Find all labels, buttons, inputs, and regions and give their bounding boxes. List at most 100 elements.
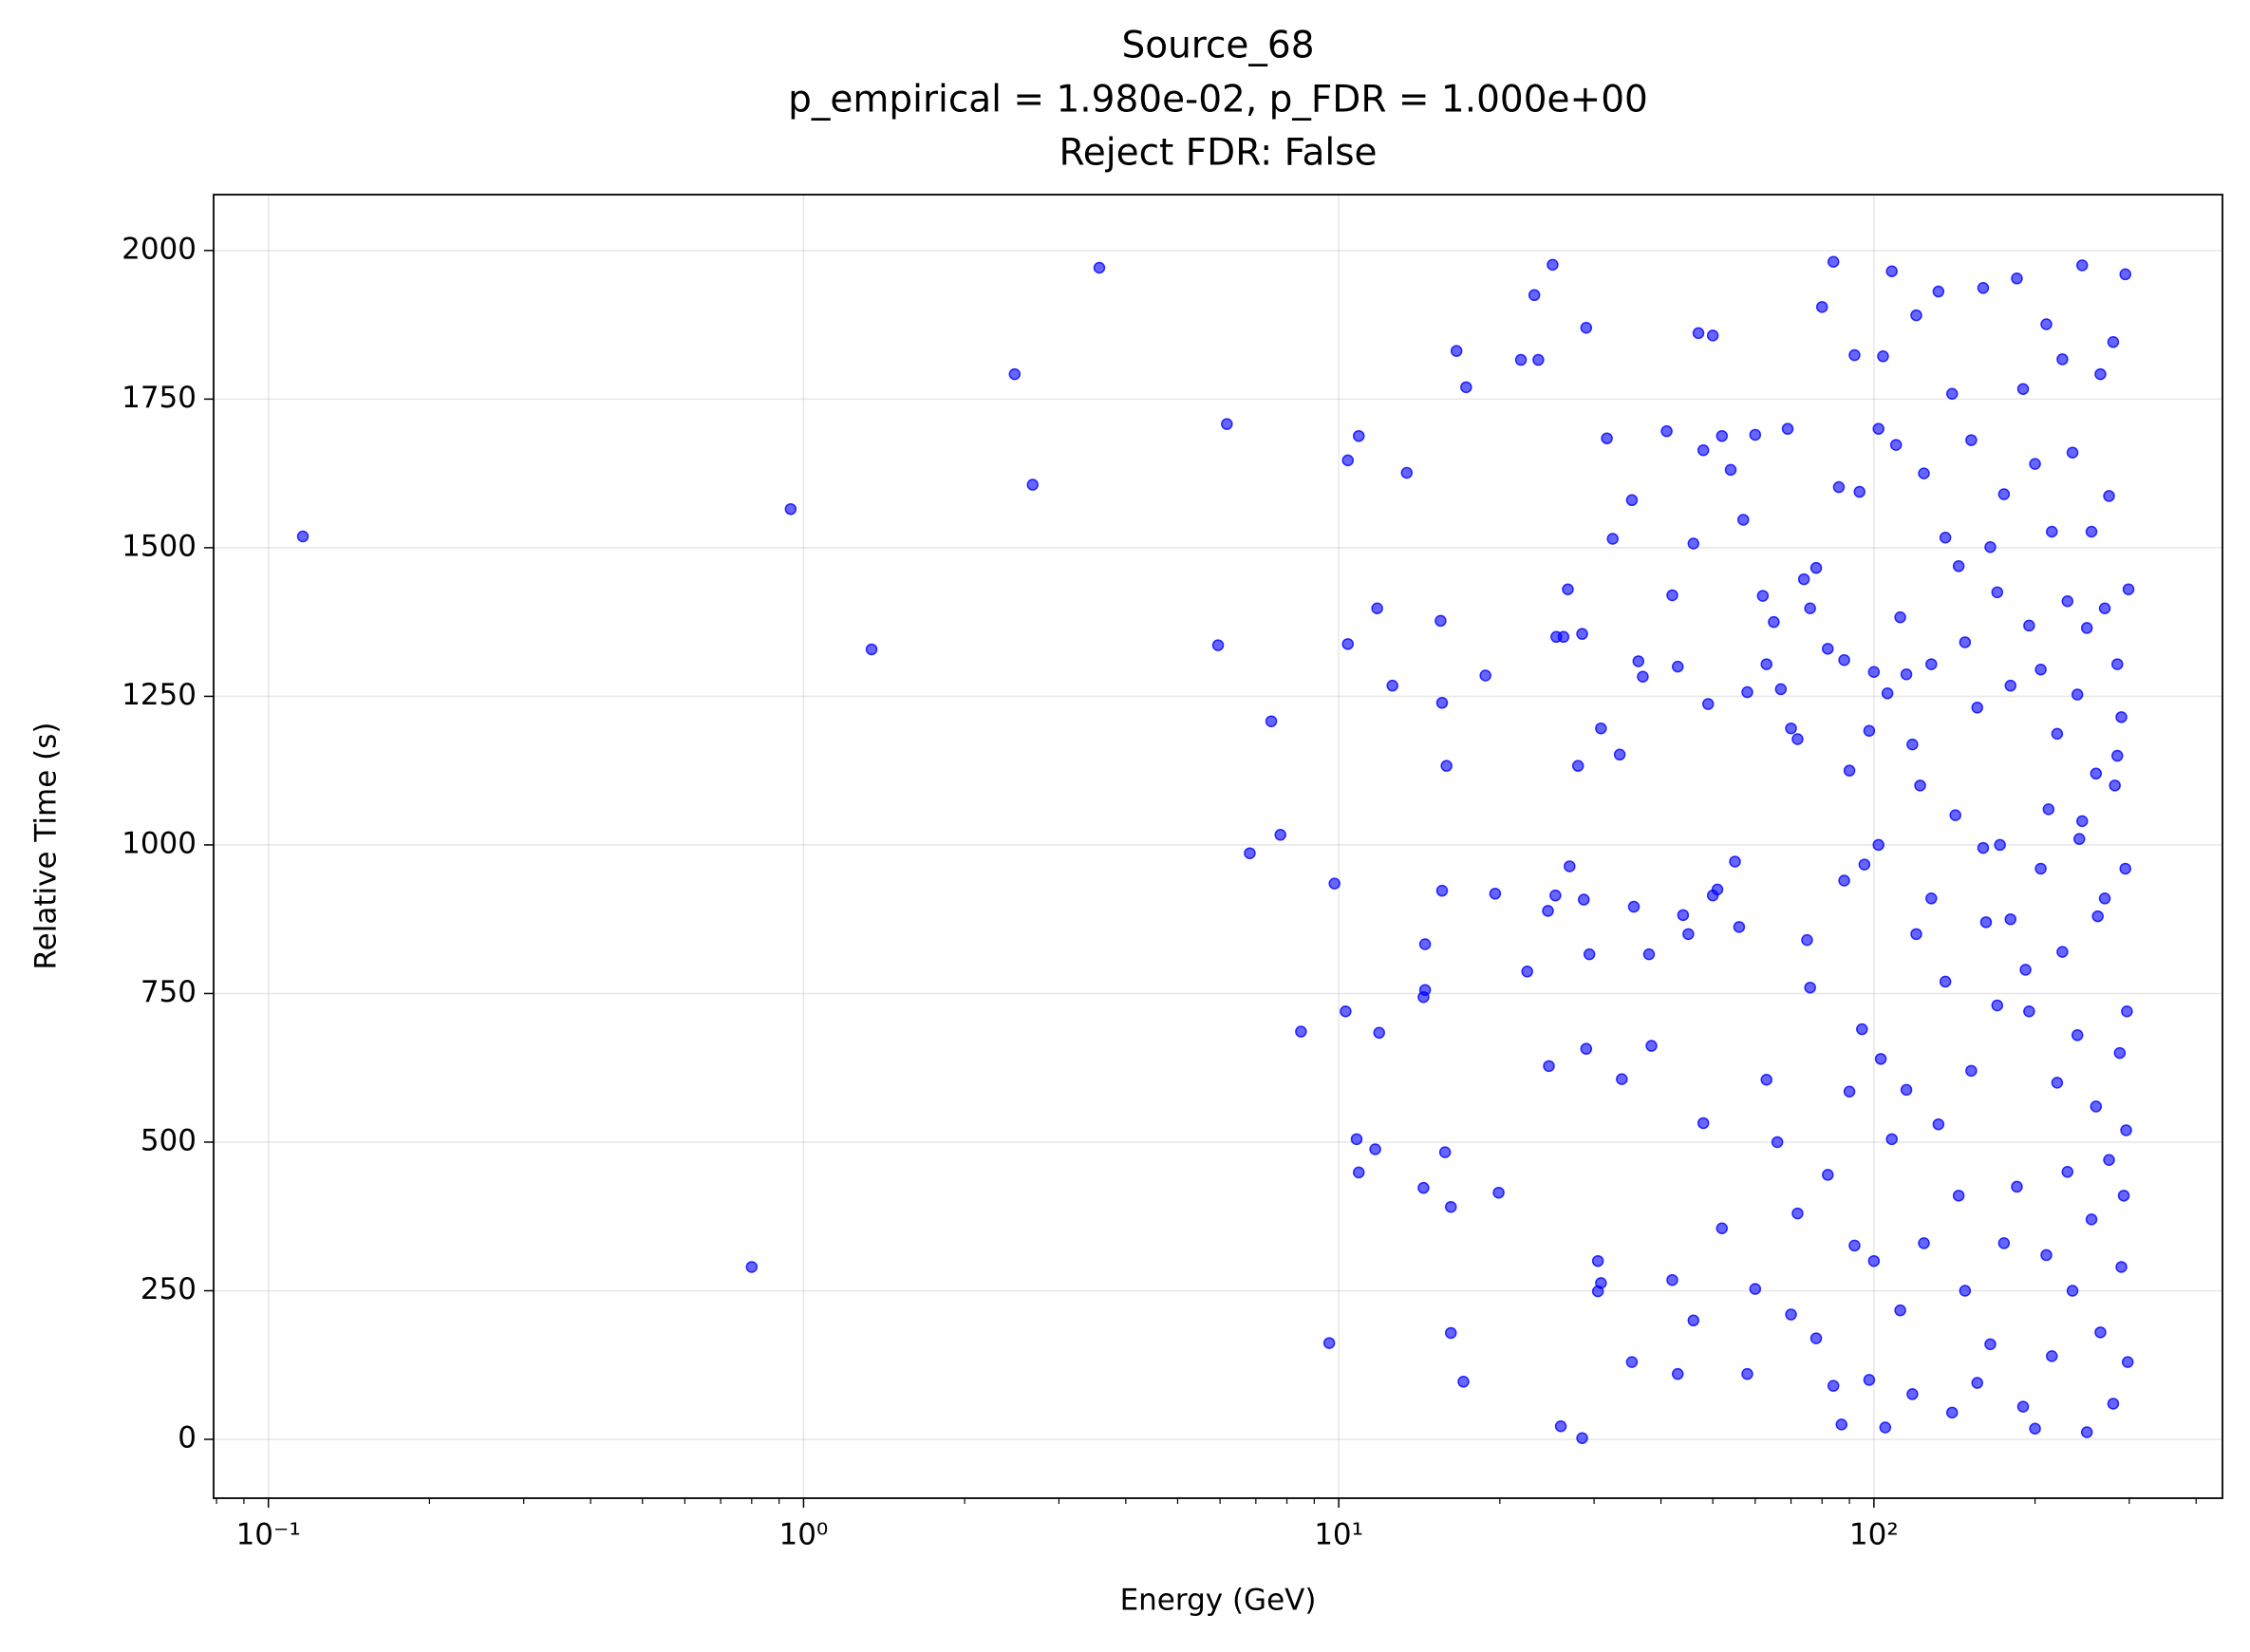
scatter-point xyxy=(2071,688,2084,701)
scatter-point xyxy=(1838,874,1850,887)
scatter-point xyxy=(1352,1166,1365,1179)
scatter-point xyxy=(2085,525,2098,538)
scatter-point xyxy=(1952,560,1965,573)
scatter-point xyxy=(1894,610,1906,624)
scatter-point xyxy=(1274,829,1286,841)
scatter-point xyxy=(1906,1388,1919,1400)
scatter-point xyxy=(2056,353,2069,366)
scatter-point xyxy=(1771,1136,1784,1149)
scatter-point xyxy=(1328,877,1341,890)
scatter-point xyxy=(1532,353,1545,366)
scatter-point xyxy=(2072,833,2086,845)
scatter-point xyxy=(1959,636,1972,648)
scatter-point xyxy=(1554,1419,1567,1433)
scatter-point xyxy=(1925,658,1938,670)
scatter-point xyxy=(1848,348,1861,362)
scatter-point xyxy=(2098,602,2111,615)
scatter-point xyxy=(1997,488,2011,500)
plot-area: 10⁻¹ 10⁰ 10¹ 10² 0 250 500 750 1000 1250 1500 1750 2… xyxy=(122,194,2223,1552)
scatter-point xyxy=(1804,981,1816,994)
y-tick-label: 1750 xyxy=(122,381,197,415)
scatter-point xyxy=(1760,658,1772,670)
scatter-point xyxy=(745,1261,759,1273)
scatter-point xyxy=(1371,602,1383,615)
scatter-point xyxy=(1716,1222,1729,1235)
scatter-point xyxy=(1706,329,1719,342)
scatter-point xyxy=(2090,767,2103,780)
scatter-point xyxy=(1562,583,1574,595)
scatter-point xyxy=(1445,1200,1457,1213)
scatter-point xyxy=(1945,1406,1959,1419)
scatter-point xyxy=(1977,282,1990,294)
scatter-point xyxy=(2115,711,2128,723)
scatter-point xyxy=(1244,847,1256,859)
scatter-point xyxy=(1418,938,1432,950)
scatter-point xyxy=(1774,683,1788,696)
scatter-point xyxy=(1340,1004,1352,1018)
scatter-point xyxy=(1369,1143,1381,1155)
scatter-point xyxy=(1977,841,1990,854)
x-tick-label: 10¹ xyxy=(1314,1518,1363,1552)
scatter-point xyxy=(1910,309,1922,322)
scatter-point xyxy=(1979,916,1993,929)
scatter-point xyxy=(2066,1285,2079,1297)
scatter-point xyxy=(2040,1248,2053,1262)
scatter-point xyxy=(2119,862,2131,875)
scatter-point xyxy=(1949,809,1961,821)
scatter-point xyxy=(1687,537,1700,550)
scatter-point xyxy=(1724,463,1737,477)
scatter-point xyxy=(2122,583,2135,595)
scatter-point xyxy=(2016,383,2030,395)
scatter-point xyxy=(1026,479,1040,491)
scatter-point xyxy=(2034,862,2047,875)
y-tick-label: 2000 xyxy=(122,232,197,266)
scatter-point xyxy=(1666,589,1678,602)
scatter-point xyxy=(1874,1053,1887,1065)
scatter-point xyxy=(1682,928,1695,941)
scatter-point xyxy=(1729,855,1741,868)
y-tick-label: 250 xyxy=(141,1272,197,1306)
scatter-point xyxy=(1625,494,1639,507)
scatter-point xyxy=(2061,1166,2074,1178)
scatter-point xyxy=(1460,381,1472,394)
scatter-point xyxy=(2061,594,2074,608)
scatter-point xyxy=(1867,1254,1881,1267)
scatter-point xyxy=(1295,1025,1307,1038)
y-tick-label: 1000 xyxy=(122,826,197,860)
scatter-point xyxy=(1991,999,2004,1012)
scatter-point xyxy=(1479,669,1491,682)
scatter-point xyxy=(2120,1124,2132,1136)
scatter-point xyxy=(1435,884,1449,897)
scatter-point xyxy=(2066,446,2079,459)
y-tick-label: 1250 xyxy=(122,678,197,712)
y-axis-label: Relative Time (s) xyxy=(29,723,64,970)
scatter-point xyxy=(1900,667,1913,681)
scatter-point xyxy=(1417,1181,1430,1194)
scatter-point xyxy=(1591,1285,1604,1298)
scatter-point xyxy=(2113,1046,2127,1060)
scatter-point xyxy=(1571,760,1584,772)
scatter-point xyxy=(2034,663,2047,676)
scatter-point xyxy=(1542,905,1554,917)
scatter-point xyxy=(1440,760,1453,772)
scatter-point xyxy=(1521,966,1533,978)
scatter-point xyxy=(2029,1422,2041,1435)
scatter-point xyxy=(2121,1356,2134,1368)
scatter-point xyxy=(1557,630,1570,644)
scatter-point xyxy=(1848,1239,1861,1252)
scatter-point xyxy=(1932,1117,1945,1131)
scatter-point xyxy=(1822,643,1834,655)
scatter-point xyxy=(2098,892,2111,905)
scatter-point xyxy=(1627,900,1641,913)
scatter-point xyxy=(2121,1004,2133,1018)
scatter-point xyxy=(2046,1350,2058,1362)
scatter-point xyxy=(2085,1213,2098,1226)
scatter-point xyxy=(2004,912,2017,926)
scatter-point xyxy=(1400,466,1414,479)
scatter-point xyxy=(1918,467,1930,479)
scatter-point xyxy=(2109,779,2121,792)
scatter-point xyxy=(784,502,797,516)
scatter-point xyxy=(1910,928,1922,941)
